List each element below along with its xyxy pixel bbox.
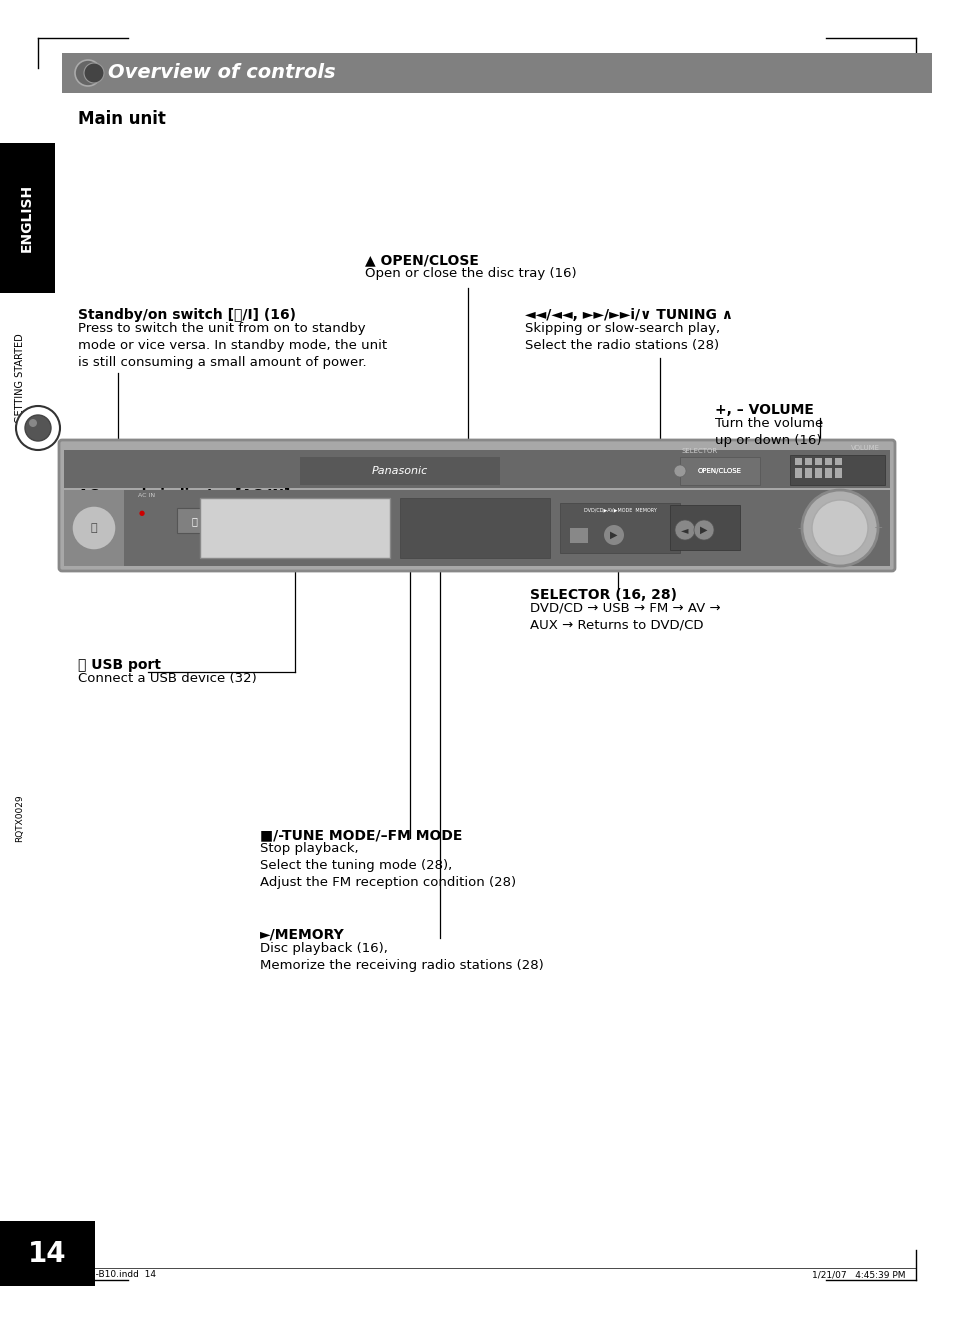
Circle shape xyxy=(673,465,685,477)
Bar xyxy=(824,457,831,465)
Text: DVD/CD▶AV▶MODE  MEMORY: DVD/CD▶AV▶MODE MEMORY xyxy=(583,507,656,513)
Circle shape xyxy=(29,419,37,427)
Text: RQTX0029: RQTX0029 xyxy=(15,795,25,842)
Bar xyxy=(569,529,587,543)
Bar xyxy=(64,490,124,565)
Text: SELECTOR: SELECTOR xyxy=(681,448,718,453)
Bar xyxy=(0,1220,95,1286)
Text: +: + xyxy=(872,523,882,532)
Bar xyxy=(679,457,760,485)
Circle shape xyxy=(75,61,101,86)
Circle shape xyxy=(603,525,623,546)
Circle shape xyxy=(16,406,60,449)
Text: up or down (16): up or down (16) xyxy=(714,434,821,447)
Text: GETTING STARTED: GETTING STARTED xyxy=(15,333,25,423)
Circle shape xyxy=(675,521,695,540)
Bar xyxy=(794,457,801,465)
Text: OPEN/CLOSE: OPEN/CLOSE xyxy=(698,468,741,474)
Bar xyxy=(62,53,931,94)
Text: RQTX0029-B10.indd  14: RQTX0029-B10.indd 14 xyxy=(48,1271,156,1280)
Text: SELECTOR (16, 28): SELECTOR (16, 28) xyxy=(530,588,677,602)
FancyBboxPatch shape xyxy=(59,440,894,571)
Text: AUX → Returns to DVD/CD: AUX → Returns to DVD/CD xyxy=(530,619,702,633)
Bar xyxy=(559,503,679,554)
Text: Stop playback,: Stop playback, xyxy=(260,842,358,855)
Bar xyxy=(177,507,212,532)
Bar xyxy=(834,468,841,478)
Text: ►/MEMORY: ►/MEMORY xyxy=(260,928,344,942)
Text: Panasonic: Panasonic xyxy=(372,467,428,476)
Text: ●: ● xyxy=(139,510,145,517)
Text: 14: 14 xyxy=(28,1240,67,1268)
Bar xyxy=(64,490,889,565)
Circle shape xyxy=(84,63,104,83)
Text: Standby/on switch [ⓘ/I] (16): Standby/on switch [ⓘ/I] (16) xyxy=(78,308,295,322)
Circle shape xyxy=(693,521,713,540)
Text: Disc playback (16),: Disc playback (16), xyxy=(260,942,388,956)
Text: Open or close the disc tray (16): Open or close the disc tray (16) xyxy=(365,268,576,279)
Text: Turn the volume: Turn the volume xyxy=(714,416,822,430)
Text: ■/-TUNE MODE/–FM MODE: ■/-TUNE MODE/–FM MODE xyxy=(260,828,462,842)
Circle shape xyxy=(25,415,51,442)
Text: is still consuming a small amount of power.: is still consuming a small amount of pow… xyxy=(78,356,366,369)
Text: Select the radio stations (28): Select the radio stations (28) xyxy=(524,339,719,352)
Text: is connected to the AC mains: is connected to the AC mains xyxy=(78,519,274,532)
Text: AC supply indicator [AC IN]: AC supply indicator [AC IN] xyxy=(78,488,290,502)
Bar xyxy=(0,142,55,293)
Circle shape xyxy=(811,500,867,556)
Text: Memorize the receiving radio stations (28): Memorize the receiving radio stations (2… xyxy=(260,960,543,971)
Circle shape xyxy=(71,506,116,550)
Text: +, – VOLUME: +, – VOLUME xyxy=(714,403,813,416)
Text: ⏻: ⏻ xyxy=(91,523,97,532)
Text: ▲ OPEN/CLOSE: ▲ OPEN/CLOSE xyxy=(365,253,478,268)
Text: Skipping or slow-search play,: Skipping or slow-search play, xyxy=(524,322,720,335)
Text: ◄: ◄ xyxy=(680,525,688,535)
Bar xyxy=(804,468,811,478)
Text: Display: Display xyxy=(325,550,381,564)
Text: VOLUME: VOLUME xyxy=(850,445,879,451)
Text: ▶: ▶ xyxy=(610,530,618,540)
Bar xyxy=(834,457,841,465)
Text: Press to switch the unit from on to standby: Press to switch the unit from on to stan… xyxy=(78,322,365,335)
Bar xyxy=(804,457,811,465)
Bar xyxy=(399,498,550,558)
Text: 1/21/07   4:45:39 PM: 1/21/07 4:45:39 PM xyxy=(812,1271,905,1280)
Bar xyxy=(299,457,499,485)
Text: –: – xyxy=(797,523,802,532)
Text: mode or vice versa. In standby mode, the unit: mode or vice versa. In standby mode, the… xyxy=(78,339,387,352)
Bar xyxy=(200,498,390,558)
Text: ◄◄/◄◄, ►►/►►i/∨ TUNING ∧: ◄◄/◄◄, ►►/►►i/∨ TUNING ∧ xyxy=(524,308,732,322)
Bar xyxy=(814,468,821,478)
Bar xyxy=(789,455,884,485)
Text: Overview of controls: Overview of controls xyxy=(108,63,335,83)
Text: Select the tuning mode (28),: Select the tuning mode (28), xyxy=(260,859,452,873)
Text: Connect a USB device (32): Connect a USB device (32) xyxy=(78,672,256,685)
Text: AC IN: AC IN xyxy=(138,493,155,498)
Bar xyxy=(64,449,889,488)
Text: OPEN/CLOSE: OPEN/CLOSE xyxy=(698,468,741,474)
Text: ⭢ USB port: ⭢ USB port xyxy=(78,658,161,672)
Text: DVD/CD → USB → FM → AV →: DVD/CD → USB → FM → AV → xyxy=(530,602,720,616)
Text: This indicator lights when the unit: This indicator lights when the unit xyxy=(78,502,306,515)
Text: ENGLISH: ENGLISH xyxy=(20,185,34,252)
Bar xyxy=(794,468,801,478)
Text: ⭢: ⭢ xyxy=(191,517,196,526)
Circle shape xyxy=(801,490,877,565)
Text: Adjust the FM reception condition (28): Adjust the FM reception condition (28) xyxy=(260,876,516,890)
Bar xyxy=(814,457,821,465)
Text: Main unit: Main unit xyxy=(78,109,166,128)
Text: ▶: ▶ xyxy=(700,525,707,535)
Bar xyxy=(824,468,831,478)
Bar xyxy=(669,505,740,550)
Text: supply.: supply. xyxy=(78,536,124,550)
